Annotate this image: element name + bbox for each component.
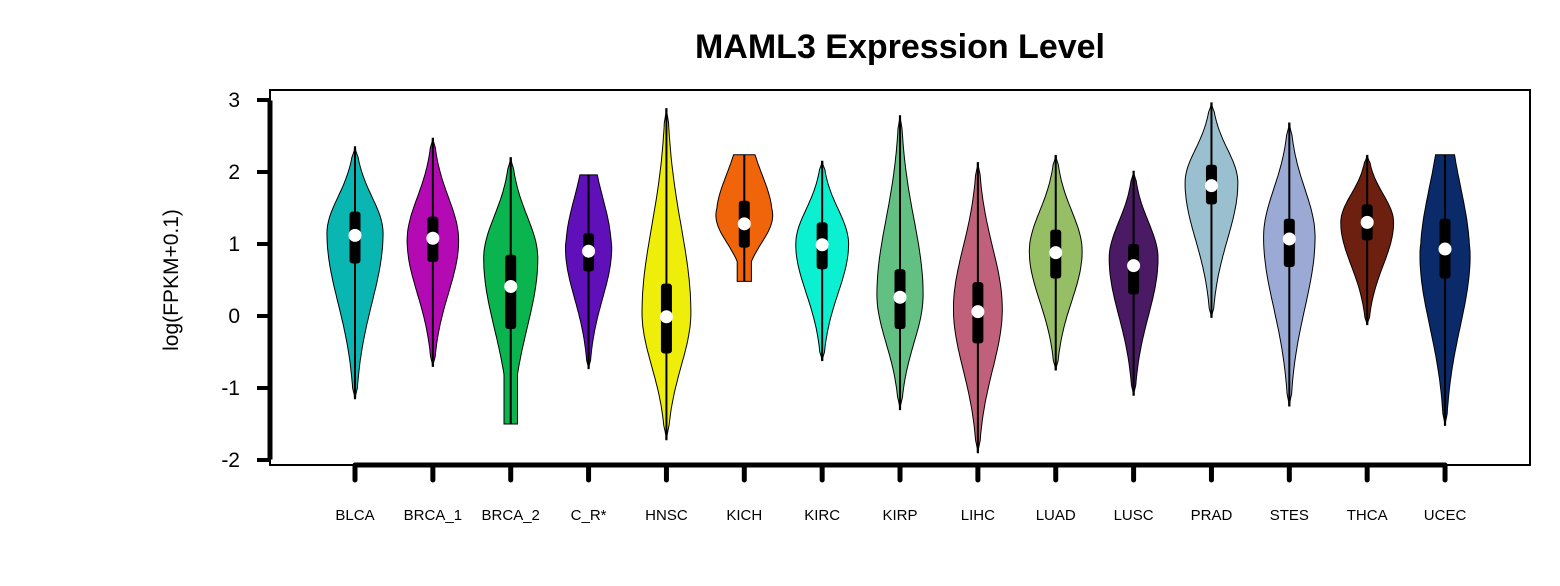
violin-median-point	[1049, 246, 1063, 260]
y-tick-label: 2	[228, 161, 240, 184]
y-axis-label: log(FPKM+0.1)	[160, 209, 183, 351]
x-tick-label: LUAD	[1036, 507, 1076, 524]
x-tick-label: C_R*	[571, 507, 607, 524]
y-tick-label: -2	[221, 449, 240, 472]
violin-median-point	[1127, 259, 1141, 273]
chart-title: MAML3 Expression Level	[695, 28, 1105, 66]
violin-median-point	[893, 290, 907, 304]
violins	[326, 102, 1471, 454]
y-tick-label: 3	[228, 89, 240, 112]
y-tick-label: 1	[228, 233, 240, 256]
violin-median-point	[1204, 179, 1218, 193]
x-tick-label: LUSC	[1114, 507, 1154, 524]
violin-median-point	[737, 217, 751, 231]
x-tick-label: HNSC	[645, 507, 688, 524]
x-tick-label: LIHC	[961, 507, 995, 524]
violin-median-point	[1360, 215, 1374, 229]
y-ticks: 3 2 1 0 -1 -2	[221, 89, 270, 472]
violin-median-point	[971, 305, 985, 319]
x-tick-label: BRCA_1	[404, 507, 462, 524]
violin-median-point	[659, 310, 673, 324]
x-tick-label: BRCA_2	[482, 507, 540, 524]
violin-median-point	[582, 244, 596, 258]
violin-median-point	[815, 238, 829, 252]
violin-median-point	[1282, 232, 1296, 246]
x-tick-label: KIRC	[804, 507, 840, 524]
violin-median-point	[348, 228, 362, 242]
violin-median-point	[426, 231, 440, 245]
y-tick-label: -1	[221, 377, 240, 400]
x-tick-label: PRAD	[1191, 507, 1233, 524]
x-tick-label: KIRP	[883, 507, 918, 524]
x-tick-label: BLCA	[335, 507, 374, 524]
x-tick-label: STES	[1270, 507, 1309, 524]
violin-median-point	[504, 279, 518, 293]
x-tick-label: KICH	[726, 507, 762, 524]
violin-median-point	[1438, 242, 1452, 256]
x-tick-label: THCA	[1347, 507, 1388, 524]
x-ticks: BLCA BRCA_1 BRCA_2 C_R* HNSC KICH KIRC KIRP LIHC…	[335, 462, 1467, 524]
y-tick-label: 0	[228, 305, 240, 328]
x-tick-label: UCEC	[1424, 507, 1467, 524]
